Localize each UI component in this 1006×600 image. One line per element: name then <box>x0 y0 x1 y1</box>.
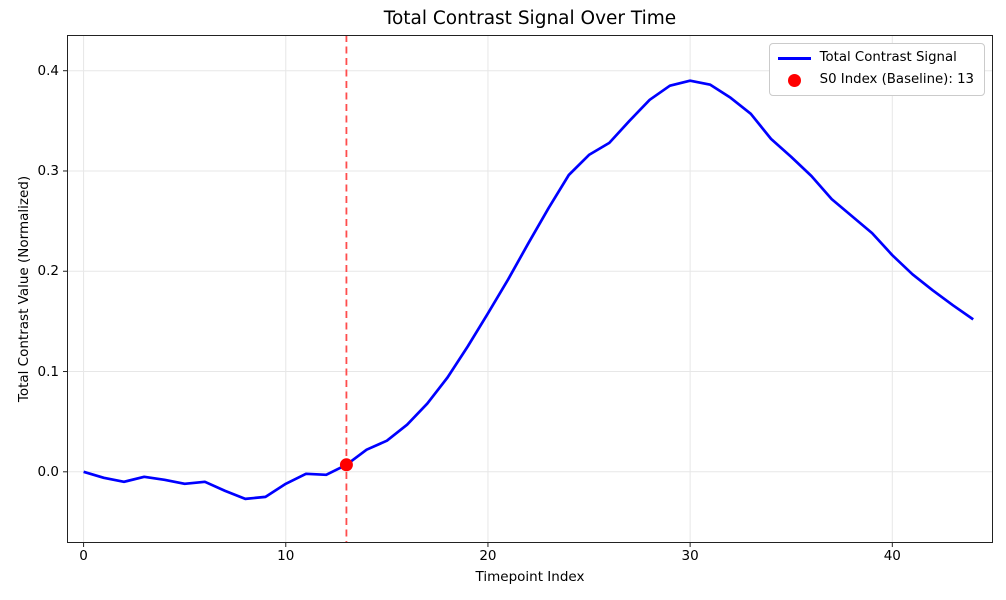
legend-label: S0 Index (Baseline): 13 <box>819 72 974 87</box>
x-tick-label: 30 <box>681 548 699 564</box>
x-tick-label: 10 <box>277 548 295 564</box>
y-tick-label: 0.3 <box>37 162 59 179</box>
legend-item-s0-baseline: S0 Index (Baseline): 13 <box>778 70 974 90</box>
x-tick-label: 20 <box>479 548 497 564</box>
legend-dot-sample-icon <box>778 73 811 87</box>
signal-line <box>83 79 974 501</box>
plot-area <box>63 35 993 547</box>
axes-spine <box>67 35 993 543</box>
x-tick-label: 0 <box>79 548 88 564</box>
y-tick-label: 0.0 <box>37 463 59 480</box>
y-axis-label: Total Contrast Value (Normalized) <box>16 175 32 403</box>
legend: Total Contrast Signal S0 Index (Baseline… <box>768 43 985 96</box>
x-axis-label: Timepoint Index <box>475 569 585 585</box>
y-tick-label: 0.2 <box>37 263 59 280</box>
legend-label: Total Contrast Signal <box>819 50 957 65</box>
legend-line-sample-icon <box>777 56 811 60</box>
legend-item-total-contrast-signal: Total Contrast Signal <box>777 48 974 68</box>
chart-title: Total Contrast Signal Over Time <box>383 8 677 29</box>
y-tick-label: 0.1 <box>37 363 59 380</box>
x-tick-label: 40 <box>883 548 901 564</box>
baseline-marker <box>339 458 353 472</box>
y-tick-label: 0.4 <box>37 62 59 79</box>
